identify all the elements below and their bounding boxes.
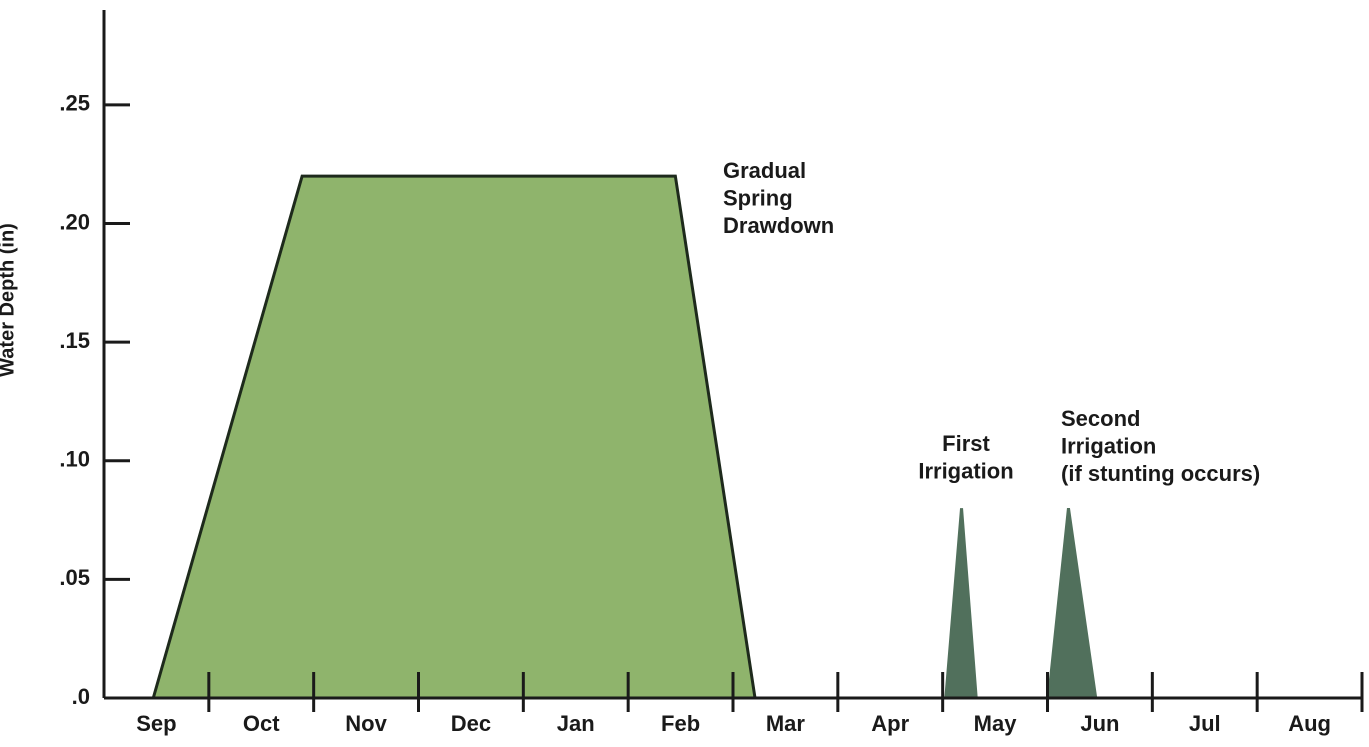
y-tick-label: .15	[59, 328, 90, 353]
annotation: Second	[1061, 406, 1140, 431]
annotation: Spring	[723, 185, 793, 210]
x-tick-label: May	[974, 711, 1018, 736]
y-tick-label: .25	[59, 91, 90, 116]
y-tick-label: .0	[72, 684, 90, 709]
area	[1046, 507, 1098, 700]
annotation: Gradual	[723, 158, 806, 183]
x-tick-label: Nov	[345, 711, 387, 736]
area	[151, 174, 757, 700]
annotation: (if stunting occurs)	[1061, 461, 1260, 486]
y-tick-label: .20	[59, 209, 90, 234]
annotation: Irrigation	[1061, 433, 1156, 458]
annotation: First	[942, 431, 990, 456]
x-tick-label: Aug	[1288, 711, 1331, 736]
x-tick-label: Oct	[243, 711, 280, 736]
y-axis-label: Water Depth (in)	[0, 223, 18, 377]
x-tick-label: Mar	[766, 711, 806, 736]
x-tick-label: Apr	[871, 711, 909, 736]
x-tick-label: Dec	[451, 711, 491, 736]
y-tick-label: .10	[59, 447, 90, 472]
x-tick-label: Jul	[1189, 711, 1221, 736]
x-tick-label: Feb	[661, 711, 700, 736]
y-tick-label: .05	[59, 565, 90, 590]
x-tick-label: Jun	[1080, 711, 1119, 736]
annotation: Drawdown	[723, 213, 834, 238]
x-tick-label: Sep	[136, 711, 176, 736]
x-tick-label: Jan	[557, 711, 595, 736]
annotation: Irrigation	[918, 458, 1013, 483]
area	[944, 508, 978, 700]
